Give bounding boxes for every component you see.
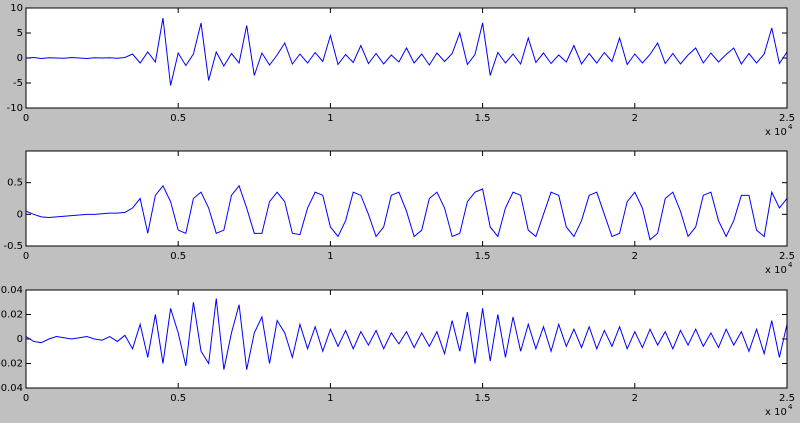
x-tick-label: 0 bbox=[23, 113, 29, 124]
y-tick-label: -0.02 bbox=[0, 359, 23, 370]
axes-background bbox=[26, 151, 787, 246]
y-tick-label: -0.04 bbox=[0, 383, 23, 394]
y-tick-label: 0 bbox=[17, 209, 23, 220]
x-tick-label: 2 bbox=[632, 251, 638, 262]
x-tick-label: 2 bbox=[632, 393, 638, 404]
x-tick-label: 2.5 bbox=[779, 393, 795, 404]
y-tick-label: -10 bbox=[7, 103, 23, 114]
y-tick-label: 10 bbox=[10, 3, 23, 14]
x-tick-label: 1 bbox=[327, 251, 333, 262]
x-multiplier-exponent: 4 bbox=[788, 403, 793, 411]
signal-line bbox=[26, 298, 787, 370]
signal-line bbox=[26, 17, 787, 86]
signal-line bbox=[26, 184, 787, 241]
x-tick-label: 2 bbox=[632, 113, 638, 124]
x-tick-label: 0 bbox=[23, 251, 29, 262]
x-tick-label: 0.5 bbox=[170, 393, 186, 404]
axes-box bbox=[25, 150, 788, 247]
axes-background bbox=[26, 8, 787, 108]
x-tick-label: 0.5 bbox=[170, 251, 186, 262]
x-multiplier: x 10 bbox=[765, 265, 787, 276]
x-multiplier-exponent: 4 bbox=[788, 261, 793, 269]
x-tick-label: 1 bbox=[327, 113, 333, 124]
x-tick-label: 1.5 bbox=[475, 113, 491, 124]
axes-background bbox=[26, 290, 787, 388]
x-tick-label: 2.5 bbox=[779, 251, 795, 262]
axes-box bbox=[25, 289, 788, 389]
x-multiplier-exponent: 4 bbox=[788, 123, 793, 131]
x-multiplier: x 10 bbox=[765, 127, 787, 138]
x-multiplier: x 10 bbox=[765, 407, 787, 418]
x-tick-label: 2.5 bbox=[779, 113, 795, 124]
y-tick-label: 0.04 bbox=[1, 285, 23, 296]
y-tick-label: -5 bbox=[13, 78, 23, 89]
y-tick-label: 0.5 bbox=[7, 178, 23, 189]
y-tick-label: 5 bbox=[17, 28, 23, 39]
y-tick-label: -0.5 bbox=[3, 241, 23, 252]
x-tick-label: 0.5 bbox=[170, 113, 186, 124]
x-tick-label: 1.5 bbox=[475, 393, 491, 404]
x-tick-label: 1 bbox=[327, 393, 333, 404]
axes-box bbox=[25, 7, 788, 109]
y-tick-label: 0 bbox=[17, 53, 23, 64]
y-tick-label: 0.02 bbox=[1, 310, 23, 321]
x-tick-label: 1.5 bbox=[475, 251, 491, 262]
y-tick-label: 0 bbox=[17, 334, 23, 345]
x-tick-label: 0 bbox=[23, 393, 29, 404]
